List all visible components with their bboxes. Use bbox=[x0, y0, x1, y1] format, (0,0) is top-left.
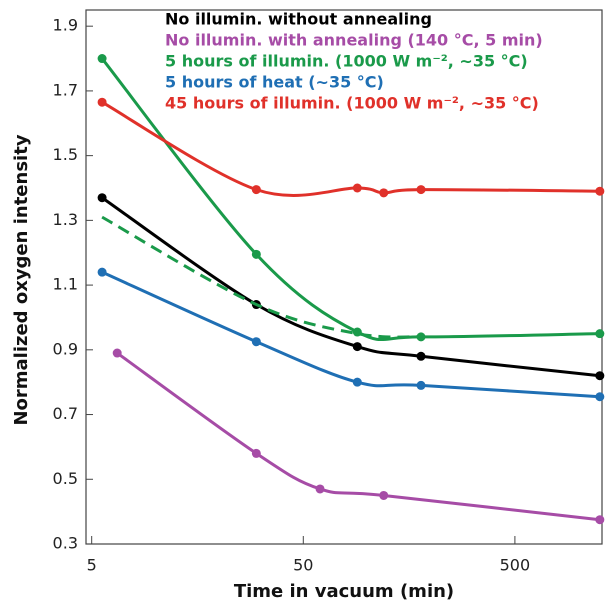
legend-entry: No illumin. without annealing bbox=[165, 10, 432, 29]
y-tick-label: 0.3 bbox=[53, 534, 78, 553]
data-point bbox=[416, 351, 426, 361]
y-axis-label: Normalized oxygen intensity bbox=[11, 134, 32, 425]
x-axis-label: Time in vacuum (min) bbox=[234, 581, 454, 602]
y-tick-label: 1.7 bbox=[53, 80, 78, 99]
x-tick-label: 5 bbox=[87, 556, 97, 575]
data-point bbox=[416, 380, 426, 390]
data-point bbox=[251, 448, 261, 458]
y-tick-label: 1.3 bbox=[53, 210, 78, 229]
y-tick-label: 1.1 bbox=[53, 275, 78, 294]
data-point bbox=[595, 371, 605, 381]
y-tick-label: 0.5 bbox=[53, 469, 78, 488]
y-tick-label: 0.7 bbox=[53, 404, 78, 423]
legend-entry: 5 hours of heat (~35 °C) bbox=[165, 73, 384, 92]
series-line bbox=[100, 57, 600, 342]
x-tick-label: 50 bbox=[293, 556, 313, 575]
data-point bbox=[97, 193, 107, 203]
data-point bbox=[352, 183, 362, 193]
data-point bbox=[251, 249, 261, 259]
data-point bbox=[97, 54, 107, 64]
data-point bbox=[595, 329, 605, 339]
plot-frame bbox=[85, 9, 603, 545]
series-line bbox=[101, 196, 600, 378]
series-line bbox=[101, 100, 600, 197]
legend-entry: 45 hours of illumin. (1000 W m⁻², ~35 °C… bbox=[165, 94, 539, 113]
data-point bbox=[595, 186, 605, 196]
data-point bbox=[379, 490, 389, 500]
data-point bbox=[352, 327, 362, 337]
data-point bbox=[379, 188, 389, 198]
data-point bbox=[416, 185, 426, 195]
y-tick-label: 0.9 bbox=[53, 339, 78, 358]
legend-entry: No illumin. with annealing (140 °C, 5 mi… bbox=[165, 31, 543, 50]
legend-entry: 5 hours of illumin. (1000 W m⁻², ~35 °C) bbox=[165, 52, 528, 71]
y-tick-label: 1.9 bbox=[53, 16, 78, 35]
data-point bbox=[352, 377, 362, 387]
data-point bbox=[97, 267, 107, 277]
series-line bbox=[101, 215, 422, 339]
data-point bbox=[112, 348, 122, 358]
y-tick-label: 1.5 bbox=[53, 145, 78, 164]
data-point bbox=[97, 97, 107, 107]
data-point bbox=[315, 484, 325, 494]
data-point bbox=[251, 337, 261, 347]
x-tick-label: 500 bbox=[500, 556, 531, 575]
data-point bbox=[595, 515, 605, 525]
data-point bbox=[352, 342, 362, 352]
data-point bbox=[595, 392, 605, 402]
data-point bbox=[251, 185, 261, 195]
